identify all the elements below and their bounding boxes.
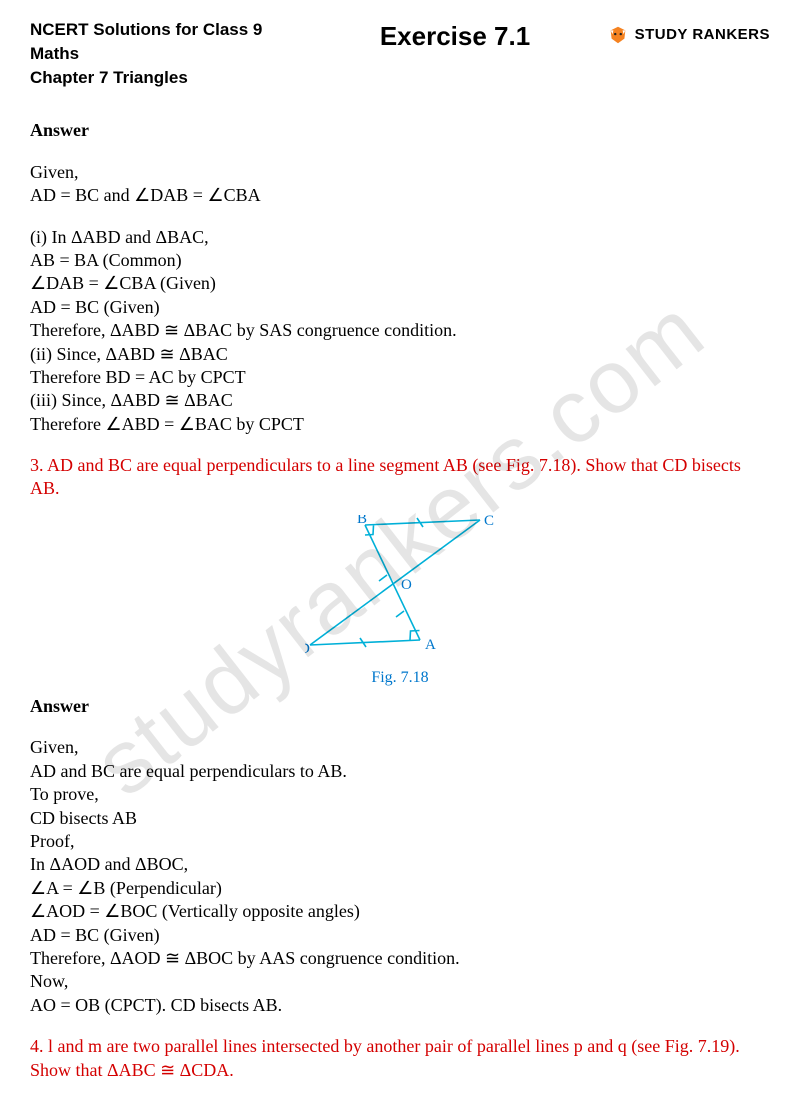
text-line: AD = BC (Given)	[30, 296, 770, 319]
text-line: (i) In ΔABD and ΔBAC,	[30, 226, 770, 249]
answer-heading-2: Answer	[30, 695, 770, 718]
text-line: Given,	[30, 736, 770, 759]
text-line: AD = BC (Given)	[30, 924, 770, 947]
text-line: AD and BC are equal perpendiculars to AB…	[30, 760, 770, 783]
geometry-diagram-icon: B C A D O	[305, 515, 495, 660]
header-chapter: Chapter 7 Triangles	[30, 66, 310, 90]
exercise-title: Exercise 7.1	[310, 18, 600, 54]
text-line: (ii) Since, ΔABD ≅ ΔBAC	[30, 343, 770, 366]
text-line: Given,	[30, 161, 770, 184]
label-D: D	[305, 641, 310, 657]
question-4: 4. l and m are two parallel lines inters…	[30, 1035, 770, 1082]
label-C: C	[484, 515, 494, 529]
text-line: ∠AOD = ∠BOC (Vertically opposite angles)	[30, 900, 770, 923]
proof-block-1: (i) In ΔABD and ΔBAC, AB = BA (Common) ∠…	[30, 226, 770, 437]
text-line: Therefore, ΔAOD ≅ ΔBOC by AAS congruence…	[30, 947, 770, 970]
text-line: Therefore ∠ABD = ∠BAC by CPCT	[30, 413, 770, 436]
text-line: Therefore, ΔABD ≅ ΔBAC by SAS congruence…	[30, 319, 770, 342]
question-3: 3. AD and BC are equal perpendiculars to…	[30, 454, 770, 501]
text-line: In ΔAOD and ΔBOC,	[30, 853, 770, 876]
figure-7-18: B C A D O Fig. 7.18	[30, 515, 770, 689]
header-left: NCERT Solutions for Class 9 Maths Chapte…	[30, 18, 310, 89]
text-line: (iii) Since, ΔABD ≅ ΔBAC	[30, 389, 770, 412]
text-line: ∠DAB = ∠CBA (Given)	[30, 272, 770, 295]
brand-block: STUDY RANKERS	[600, 18, 770, 46]
text-line: Now,	[30, 970, 770, 993]
text-line: ∠A = ∠B (Perpendicular)	[30, 877, 770, 900]
figure-caption: Fig. 7.18	[30, 668, 770, 689]
text-line: CD bisects AB	[30, 807, 770, 830]
label-A: A	[425, 637, 436, 653]
page-header: NCERT Solutions for Class 9 Maths Chapte…	[30, 18, 770, 89]
fox-logo-icon	[607, 24, 629, 46]
brand-name: STUDY RANKERS	[635, 25, 770, 45]
text-line: AB = BA (Common)	[30, 249, 770, 272]
label-B: B	[357, 515, 367, 527]
answer-heading-1: Answer	[30, 119, 770, 142]
text-line: AO = OB (CPCT). CD bisects AB.	[30, 994, 770, 1017]
label-O: O	[401, 577, 412, 593]
given-block-1: Given, AD = BC and ∠DAB = ∠CBA	[30, 161, 770, 208]
header-source: NCERT Solutions for Class 9 Maths	[30, 18, 310, 66]
text-line: To prove,	[30, 783, 770, 806]
text-line: Proof,	[30, 830, 770, 853]
text-line: AD = BC and ∠DAB = ∠CBA	[30, 184, 770, 207]
text-line: Therefore BD = AC by CPCT	[30, 366, 770, 389]
proof-block-2: Given, AD and BC are equal perpendicular…	[30, 736, 770, 1017]
